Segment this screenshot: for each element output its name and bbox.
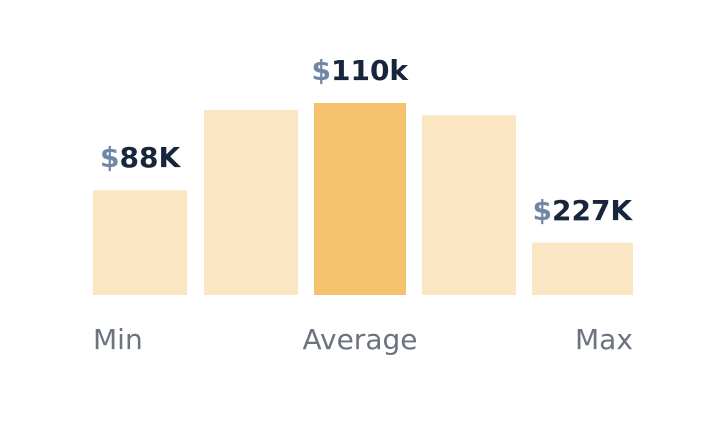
- average-amount: 110k: [330, 54, 409, 87]
- average-value-label: $110k: [312, 55, 409, 87]
- average-axis-label: Average: [302, 323, 418, 356]
- max-value-label: $227K: [532, 193, 633, 227]
- max-axis-label: Max: [575, 323, 633, 356]
- bar-max: [532, 242, 633, 295]
- bar-low: [204, 109, 298, 296]
- max-amount: 227K: [551, 193, 633, 227]
- min-currency-symbol: $: [100, 141, 120, 175]
- average-currency-symbol: $: [311, 54, 331, 87]
- min-axis-label: Min: [93, 323, 143, 356]
- max-currency-symbol: $: [532, 193, 552, 227]
- bar-high: [422, 115, 516, 295]
- min-value-label: $88K: [100, 142, 180, 174]
- bar-min: [93, 190, 187, 295]
- min-amount: 88K: [119, 141, 181, 175]
- bar-average: [314, 103, 406, 295]
